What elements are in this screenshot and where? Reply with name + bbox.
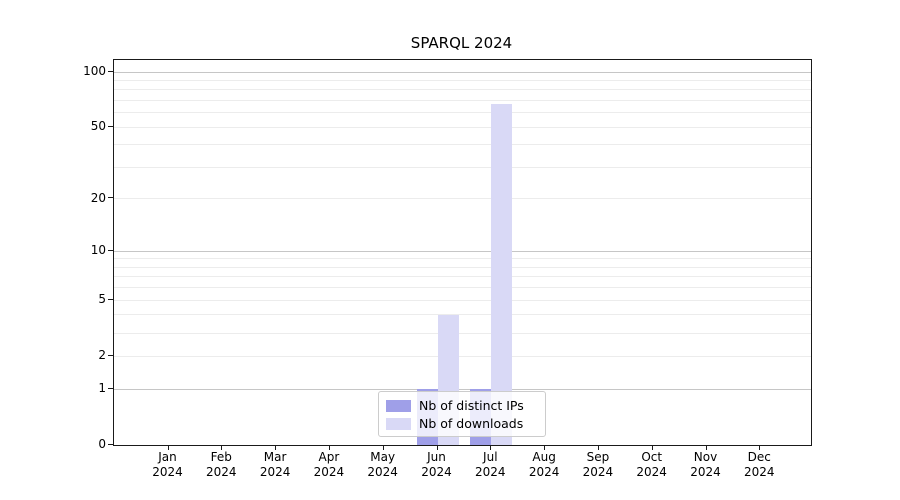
legend: Nb of distinct IPs Nb of downloads: [378, 391, 546, 437]
gridline-minor: [114, 314, 811, 316]
x-tick-label: Dec 2024: [744, 450, 775, 479]
y-tick-label: 100: [83, 64, 106, 78]
y-tick-mark: [108, 197, 113, 199]
y-tick-mark: [108, 354, 113, 356]
legend-label-downloads: Nb of downloads: [419, 416, 524, 431]
x-tick-label: Jun 2024: [421, 450, 452, 479]
y-tick-mark: [108, 249, 113, 251]
y-tick-label: 0: [98, 437, 106, 451]
x-tick-label: Apr 2024: [313, 450, 345, 479]
gridline-minor: [114, 89, 811, 91]
x-tick-mark: [705, 445, 707, 450]
x-tick-label: Jan 2024: [152, 450, 183, 479]
x-tick-mark: [597, 445, 599, 450]
gridline-minor: [114, 266, 811, 268]
y-tick-label: 5: [98, 292, 106, 307]
legend-swatch-downloads-icon: [386, 417, 411, 430]
y-tick-mark: [108, 298, 113, 300]
x-tick-mark: [759, 445, 761, 450]
gridline-minor: [114, 126, 811, 128]
gridline-minor: [114, 167, 811, 168]
x-tick-mark: [328, 445, 330, 450]
gridline-minor: [114, 276, 811, 278]
legend-item-distinct-ips: Nb of distinct IPs: [386, 397, 537, 414]
gridline-major: [114, 71, 811, 73]
gridline-minor: [114, 287, 811, 289]
chart-title: SPARQL 2024: [410, 34, 513, 52]
gridline-minor: [114, 258, 811, 260]
y-tick-label: 1: [98, 380, 106, 395]
gridline-major: [114, 388, 811, 390]
y-tick-mark: [108, 125, 113, 127]
gridline-minor: [114, 332, 811, 334]
y-tick-mark: [108, 387, 113, 389]
x-tick-label: Feb 2024: [206, 450, 237, 479]
bar-downloads: [491, 104, 513, 445]
y-tick-label: 50: [90, 119, 106, 134]
x-tick-label: Jul 2024: [475, 450, 506, 479]
legend-item-downloads: Nb of downloads: [386, 415, 537, 432]
x-tick-mark: [275, 445, 277, 450]
y-tick-label: 20: [90, 190, 106, 205]
x-tick-mark: [490, 445, 492, 450]
x-tick-mark: [544, 445, 546, 450]
x-tick-label: May 2024: [367, 450, 398, 479]
gridline-major: [114, 250, 811, 252]
gridline-minor: [114, 100, 811, 101]
gridline-minor: [114, 198, 811, 200]
x-tick-mark: [382, 445, 384, 450]
x-tick-mark: [167, 445, 169, 450]
x-tick-label: Mar 2024: [259, 450, 291, 479]
x-tick-label: Nov 2024: [690, 450, 721, 479]
legend-swatch-distinct-ips-icon: [386, 399, 411, 412]
x-tick-mark: [651, 445, 653, 450]
gridline-minor: [114, 112, 811, 114]
gridline-minor: [114, 144, 811, 146]
x-tick-mark: [436, 445, 438, 450]
y-tick-label: 2: [98, 348, 106, 363]
x-tick-mark: [221, 445, 223, 450]
x-tick-label: Sep 2024: [582, 450, 614, 479]
gridline-minor: [114, 299, 811, 301]
x-tick-label: Aug 2024: [528, 450, 560, 479]
gridline-minor: [114, 79, 811, 81]
x-tick-label: Oct 2024: [636, 450, 667, 479]
y-tick-label: 10: [90, 243, 106, 258]
plot-area: [113, 59, 812, 446]
legend-label-distinct-ips: Nb of distinct IPs: [419, 398, 524, 413]
gridline-minor: [114, 355, 811, 357]
y-tick-mark: [108, 443, 113, 445]
y-tick-mark: [108, 70, 113, 72]
